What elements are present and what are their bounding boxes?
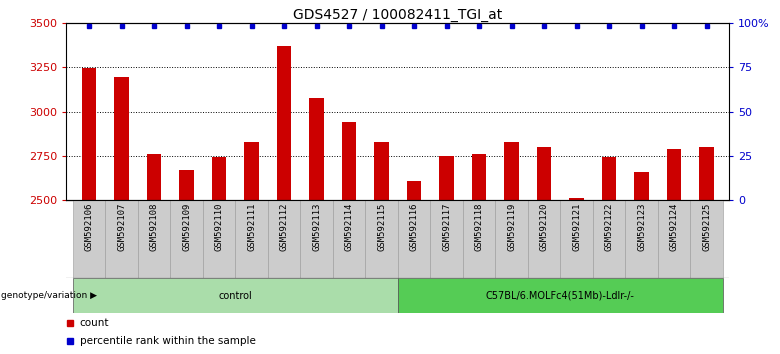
Text: GSM592110: GSM592110	[215, 202, 224, 251]
Text: GSM592117: GSM592117	[442, 202, 451, 251]
Text: GSM592114: GSM592114	[345, 202, 353, 251]
Bar	[138, 200, 170, 278]
Text: GSM592108: GSM592108	[150, 202, 158, 251]
Bar	[690, 200, 723, 278]
Bar	[667, 149, 682, 200]
Bar	[537, 147, 551, 200]
Text: C57BL/6.MOLFc4(51Mb)-Ldlr-/-: C57BL/6.MOLFc4(51Mb)-Ldlr-/-	[486, 291, 635, 301]
Bar	[463, 200, 495, 278]
Text: GSM592121: GSM592121	[572, 202, 581, 251]
Bar	[406, 181, 421, 200]
Bar	[236, 200, 268, 278]
Bar	[82, 68, 97, 200]
Bar	[593, 200, 626, 278]
Text: GSM592124: GSM592124	[669, 202, 679, 251]
Bar	[439, 156, 454, 200]
Bar	[179, 170, 194, 200]
Text: GSM592115: GSM592115	[377, 202, 386, 251]
Text: GSM592118: GSM592118	[474, 202, 484, 251]
Bar	[374, 142, 389, 200]
Bar	[268, 200, 300, 278]
Bar	[504, 142, 519, 200]
Bar	[528, 200, 560, 278]
Text: GSM592107: GSM592107	[117, 202, 126, 251]
Text: GSM592120: GSM592120	[540, 202, 548, 251]
Bar	[203, 200, 236, 278]
Bar	[105, 200, 138, 278]
Bar	[333, 200, 365, 278]
Bar	[634, 172, 649, 200]
Bar	[114, 77, 129, 200]
Bar	[398, 278, 723, 313]
Text: GSM592112: GSM592112	[279, 202, 289, 251]
Text: percentile rank within the sample: percentile rank within the sample	[80, 336, 255, 346]
Bar	[560, 200, 593, 278]
Text: count: count	[80, 318, 109, 327]
Text: GSM592106: GSM592106	[84, 202, 94, 251]
Bar	[277, 46, 292, 200]
Text: GSM592125: GSM592125	[702, 202, 711, 251]
Bar	[398, 200, 431, 278]
Bar	[431, 200, 463, 278]
Bar	[147, 154, 161, 200]
Text: GSM592123: GSM592123	[637, 202, 646, 251]
Text: genotype/variation ▶: genotype/variation ▶	[1, 291, 97, 300]
Bar	[211, 156, 226, 200]
Bar	[73, 200, 105, 278]
Text: control: control	[218, 291, 252, 301]
Text: GSM592116: GSM592116	[410, 202, 419, 251]
Text: GSM592111: GSM592111	[247, 202, 256, 251]
Bar	[699, 147, 714, 200]
Bar	[170, 200, 203, 278]
Bar	[601, 156, 616, 200]
Bar	[309, 98, 324, 200]
Bar	[569, 198, 584, 200]
Text: GSM592119: GSM592119	[507, 202, 516, 251]
Bar	[658, 200, 690, 278]
Bar	[244, 142, 259, 200]
Bar	[342, 122, 356, 200]
Bar	[626, 200, 658, 278]
Text: GSM592122: GSM592122	[604, 202, 614, 251]
Bar	[73, 278, 398, 313]
Text: GSM592113: GSM592113	[312, 202, 321, 251]
Bar	[472, 154, 487, 200]
Title: GDS4527 / 100082411_TGI_at: GDS4527 / 100082411_TGI_at	[293, 8, 502, 22]
Bar	[300, 200, 333, 278]
Bar	[495, 200, 528, 278]
Text: GSM592109: GSM592109	[182, 202, 191, 251]
Bar	[365, 200, 398, 278]
